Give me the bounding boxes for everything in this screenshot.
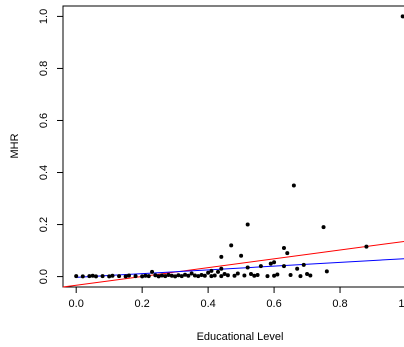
data-point [229,243,234,248]
data-point [255,273,260,278]
x-tick-label: 0.4 [200,298,215,310]
y-tick-label: 1.0 [38,9,50,24]
data-point [301,262,306,267]
data-point [288,273,293,278]
x-tick-label: 0.0 [69,298,84,310]
data-point [196,274,201,279]
data-point [281,245,286,250]
data-point [156,274,161,279]
data-point [150,269,155,274]
data-point [275,272,280,277]
data-point [272,260,277,265]
data-point [248,271,253,276]
data-point [93,274,98,279]
y-tick-label: 0.6 [38,113,50,128]
data-point [219,274,224,279]
data-point [74,274,79,279]
data-point [90,273,95,278]
data-point [268,261,273,266]
data-point [117,274,122,279]
data-point [265,274,270,279]
data-point [123,274,128,279]
data-point [285,251,290,256]
data-point [219,266,224,271]
data-point [199,273,204,278]
data-point [189,271,194,276]
data-point [242,273,247,278]
data-point [258,264,263,269]
plot-frame [62,5,404,288]
data-point [272,273,277,278]
x-axis-label: Educational Level [197,331,284,343]
data-point [222,271,227,276]
data-point [107,274,112,279]
data-point [163,274,168,279]
fit-lines [62,240,404,288]
x-tick-label: 0.6 [266,298,281,310]
y-tick-label: 0.2 [38,217,50,232]
data-point [245,265,250,270]
data-point [209,268,214,273]
data-point [235,271,240,276]
data-point [298,274,303,279]
data-point [140,274,145,279]
data-point [100,274,105,279]
fit-line [76,258,404,278]
data-point [400,14,404,19]
data-point [110,273,115,278]
data-point [216,269,221,274]
data-point [364,244,369,249]
data-point [219,254,224,259]
data-point [232,273,237,278]
data-point [186,273,191,278]
data-point [305,271,310,276]
data-point [173,274,178,279]
x-tick-label: 1.0 [398,298,404,310]
data-point [308,273,313,278]
data-point [80,274,85,279]
data-point [153,273,158,278]
data-point [281,264,286,269]
data-point [133,274,138,279]
data-point [291,183,296,188]
data-point [192,273,197,278]
data-point [321,225,326,230]
data-point [295,266,300,271]
y-tick-label: 0.4 [38,165,50,180]
data-point [202,273,207,278]
x-tick-label: 0.8 [332,298,347,310]
data-point [179,274,184,279]
data-point [143,273,148,278]
data-point [146,274,151,279]
data-point [245,222,250,227]
data-point [252,273,257,278]
y-axis-label: MHR [9,133,21,158]
x-tick-label: 0.2 [135,298,150,310]
data-point [126,273,131,278]
data-point [169,273,174,278]
data-point [209,274,214,279]
y-tick-label: 0.0 [38,269,50,284]
data-point [166,273,171,278]
fit-line [62,240,404,288]
data-point [87,274,92,279]
data-points [74,14,404,279]
data-point [176,273,181,278]
x-axis: 0.0 0.2 0.4 0.6 0.8 1.0 [69,286,404,310]
data-point [324,269,329,274]
data-point [225,273,230,278]
y-axis: 0.0 0.2 0.4 0.6 0.8 1.0 [38,9,64,284]
data-point [206,270,211,275]
data-point [159,273,164,278]
data-point [212,273,217,278]
data-point [183,272,188,277]
y-tick-label: 0.8 [38,61,50,76]
data-point [239,253,244,258]
